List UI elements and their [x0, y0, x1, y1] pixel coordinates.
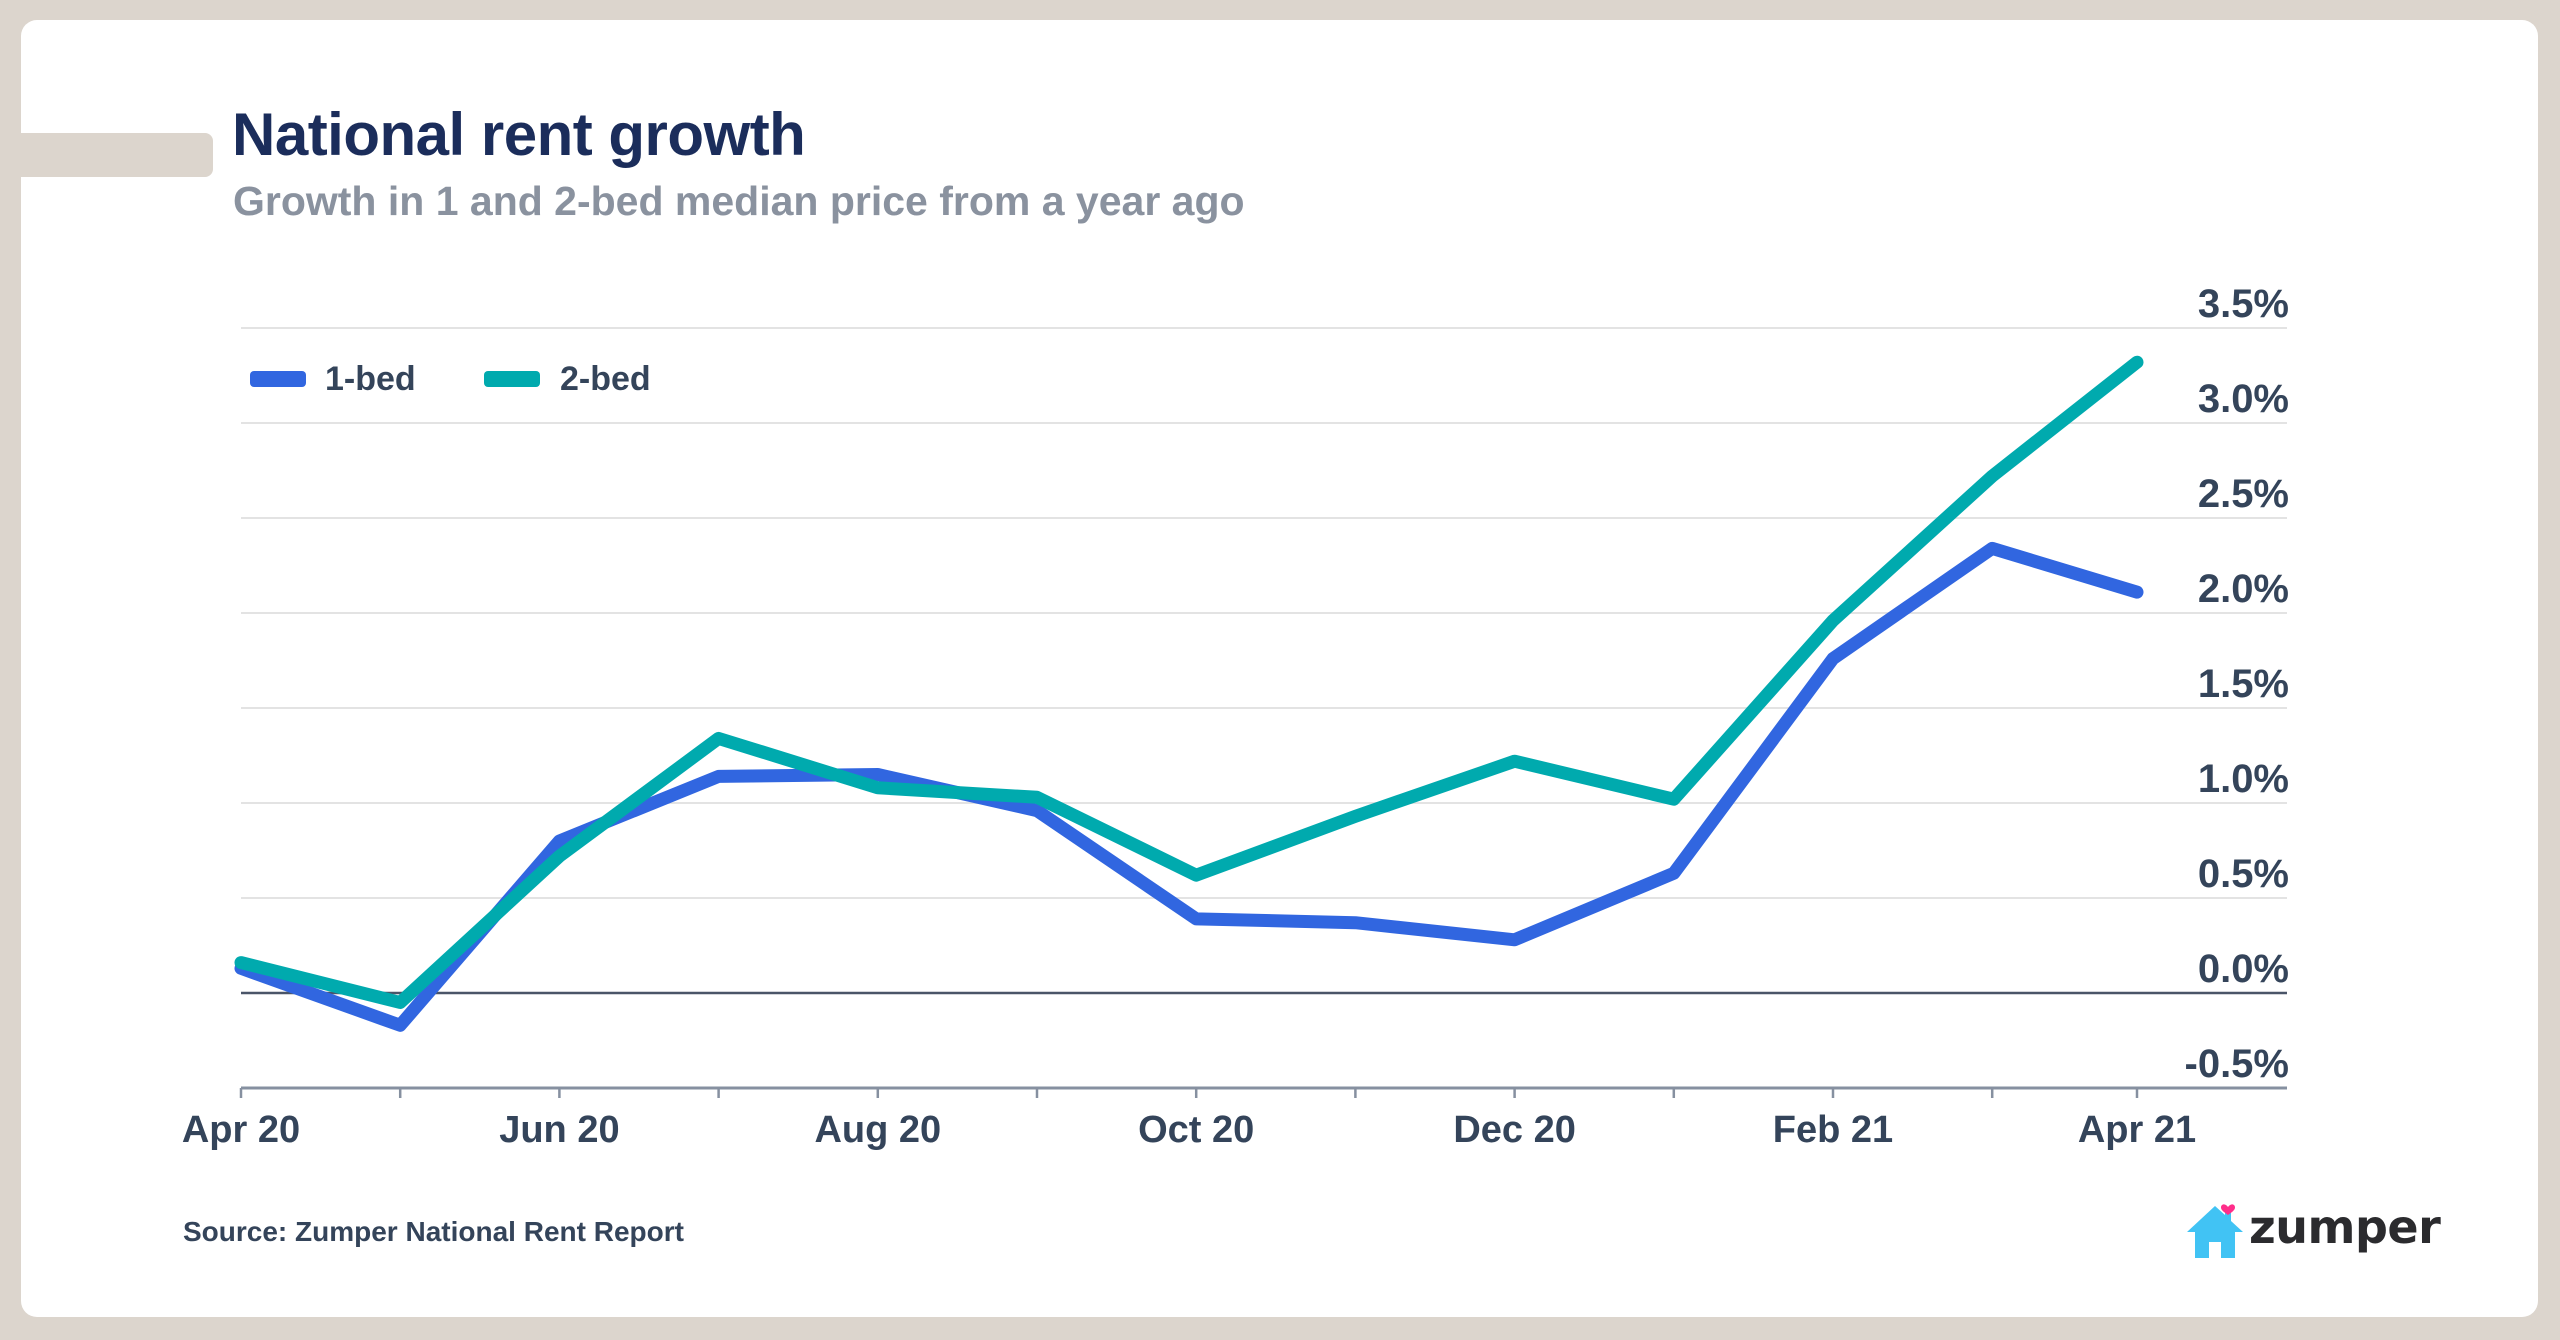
y-tick-label: 2.0% — [2198, 567, 2289, 611]
logo-wordmark: zumper — [2249, 1200, 2441, 1254]
y-tick-label: 0.5% — [2198, 852, 2289, 896]
chart-card — [21, 20, 2538, 1317]
y-axis-labels: -0.5% 0.0% 0.5% 1.0% 1.5% 2.0% 2.5% 3.0% 3.5% — [2185, 282, 2290, 1086]
series-line-1-bed — [234, 541, 2144, 1032]
house-heart-icon — [2187, 1204, 2243, 1258]
legend-label-1-bed: 1-bed — [325, 360, 416, 398]
x-axis: Apr 20 Jun 20 Aug 20 Oct 20 Dec 20 Feb 21 Apr … — [182, 1086, 2287, 1151]
series-lines — [234, 355, 2144, 1032]
y-tick-label: 2.5% — [2198, 472, 2289, 516]
legend-label-2-bed: 2-bed — [560, 360, 651, 398]
legend-swatch-1-bed — [250, 371, 306, 387]
y-tick-label: -0.5% — [2185, 1042, 2290, 1086]
x-tick-label: Dec 20 — [1453, 1109, 1576, 1151]
legend-swatch-2-bed — [484, 371, 540, 387]
accent-bar — [21, 133, 213, 177]
y-tick-label: 3.5% — [2198, 282, 2289, 326]
legend: 1-bed 2-bed — [250, 360, 651, 398]
source-note: Source: Zumper National Rent Report — [183, 1216, 684, 1247]
x-tick-label: Jun 20 — [499, 1109, 619, 1151]
x-tick-label: Aug 20 — [814, 1109, 941, 1151]
x-tick-label: Apr 20 — [182, 1109, 300, 1151]
y-tick-label: 1.5% — [2198, 662, 2289, 706]
x-tick-label: Apr 21 — [2078, 1109, 2196, 1151]
x-tick-label: Oct 20 — [1138, 1109, 1254, 1151]
zumper-logo: zumper — [2185, 1198, 2441, 1262]
chart-subtitle: Growth in 1 and 2-bed median price from … — [233, 178, 1245, 224]
chart-title: National rent growth — [232, 101, 806, 168]
gridlines — [241, 327, 2287, 995]
y-tick-label: 1.0% — [2198, 757, 2289, 801]
y-tick-label: 0.0% — [2198, 947, 2289, 991]
x-tick-label: Feb 21 — [1773, 1109, 1893, 1151]
y-tick-label: 3.0% — [2198, 377, 2289, 421]
